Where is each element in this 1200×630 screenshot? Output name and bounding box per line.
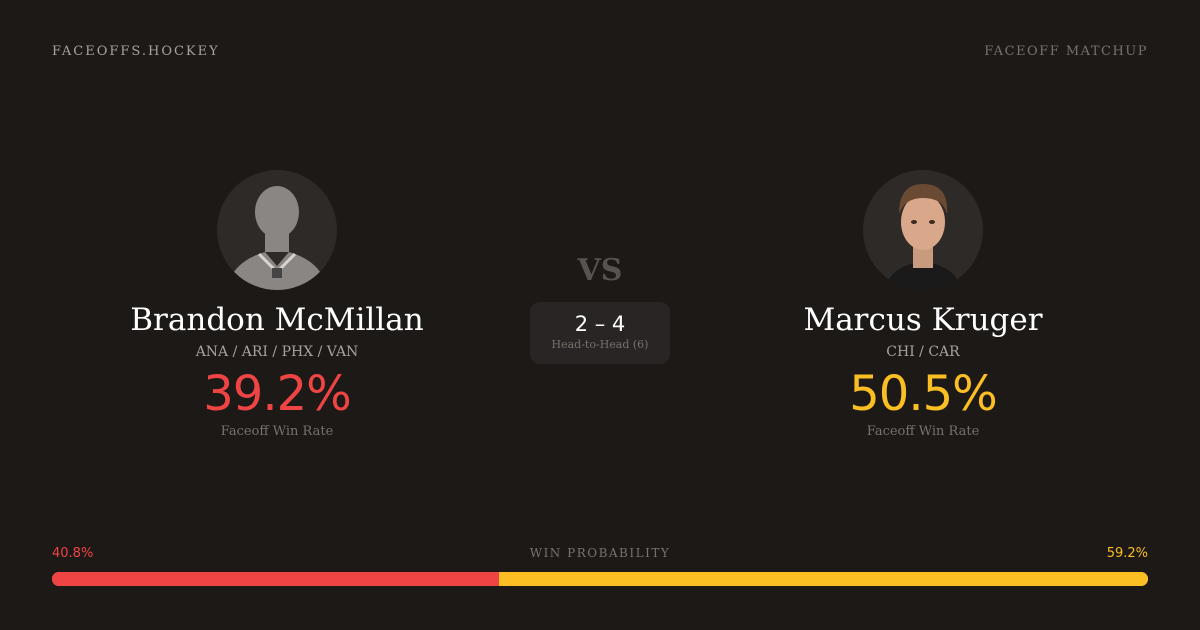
- player-2-win-rate: 50.5%: [849, 366, 997, 422]
- player-1-card: Brandon McMillan ANA / ARI / PHX / VAN 3…: [77, 170, 477, 439]
- player-1-win-rate: 39.2%: [203, 366, 351, 422]
- win-probability-title: WIN PROBABILITY: [529, 546, 671, 560]
- head-to-head-score: 2 – 4: [574, 312, 626, 336]
- player-1-teams: ANA / ARI / PHX / VAN: [195, 344, 359, 360]
- page-tag: FACEOFF MATCHUP: [984, 44, 1148, 59]
- player-headshot-icon: [885, 184, 961, 290]
- player-1-win-probability: 40.8%: [52, 546, 94, 561]
- player-2-avatar: [863, 170, 983, 290]
- player-2-probability-fill: [499, 572, 1148, 586]
- player-2-win-probability: 59.2%: [1106, 546, 1148, 561]
- player-2-win-rate-label: Faceoff Win Rate: [866, 424, 980, 439]
- brand-logo-text: FACEOFFS.HOCKEY: [52, 44, 220, 59]
- player-1-name: Brandon McMillan: [130, 302, 424, 338]
- player-1-probability-fill: [52, 572, 500, 586]
- player-1-win-rate-label: Faceoff Win Rate: [220, 424, 334, 439]
- player-2-name: Marcus Kruger: [803, 302, 1043, 338]
- head-to-head-label: Head-to-Head (6): [551, 338, 649, 351]
- player-2-card: Marcus Kruger CHI / CAR 50.5% Faceoff Wi…: [723, 170, 1123, 439]
- player-1-avatar: [217, 170, 337, 290]
- silhouette-icon: [227, 186, 327, 290]
- head-to-head-box: 2 – 4 Head-to-Head (6): [530, 302, 670, 364]
- win-probability-bar: [52, 572, 1148, 586]
- player-2-teams: CHI / CAR: [886, 344, 960, 360]
- vs-label: VS: [577, 253, 623, 288]
